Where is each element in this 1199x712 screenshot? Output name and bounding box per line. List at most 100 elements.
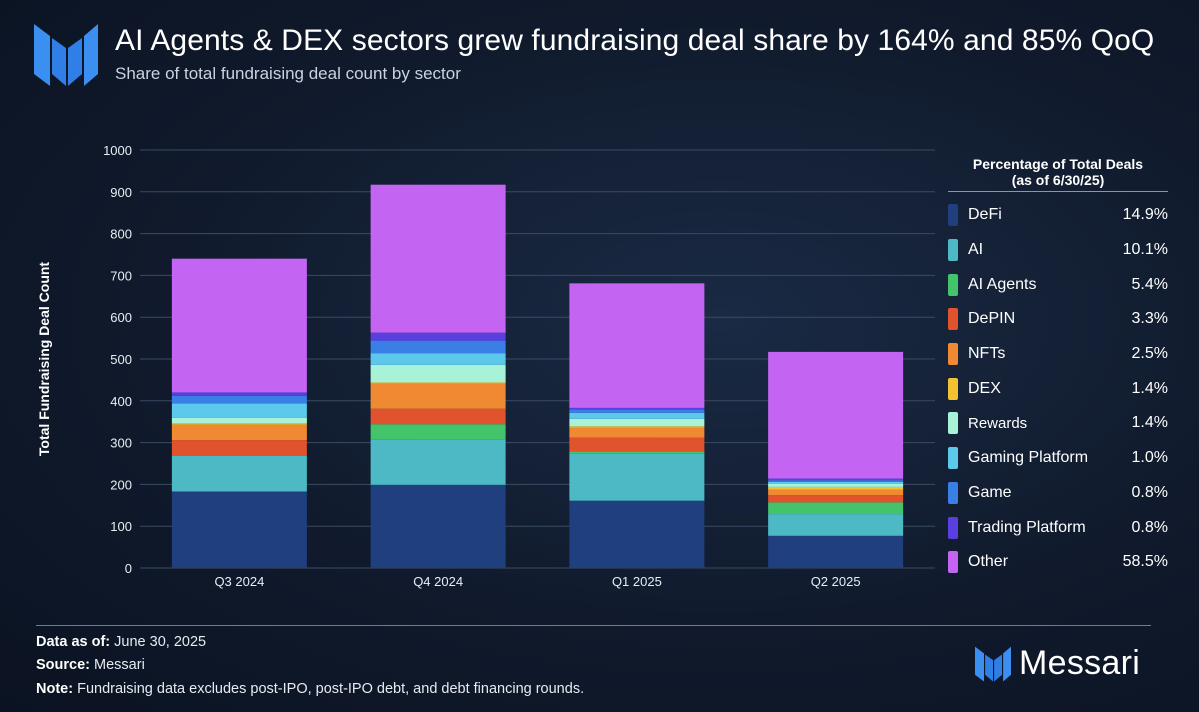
bar-segment-defi bbox=[370, 484, 506, 568]
legend-item-pct: 1.0% bbox=[1131, 449, 1168, 467]
bar-segment-dex bbox=[171, 423, 307, 425]
x-tick-label: Q2 2025 bbox=[811, 574, 861, 589]
legend-item-pct: 0.8% bbox=[1131, 518, 1168, 536]
legend-item-pct: 58.5% bbox=[1122, 553, 1168, 571]
legend-item: DeFi 14.9% bbox=[948, 198, 1168, 233]
legend-swatch bbox=[948, 308, 958, 331]
bar-segment-nfts bbox=[569, 427, 705, 438]
footer-source-label: Source: bbox=[36, 657, 90, 673]
legend-items: DeFi 14.9% AI 10.1% AI Agents 5.4% DePIN 3.3% NF… bbox=[948, 198, 1168, 580]
y-tick-label: 400 bbox=[110, 394, 132, 409]
bar-segment-trading-platform bbox=[171, 392, 307, 396]
bar-segment-gaming-platform bbox=[768, 481, 904, 484]
legend-swatch bbox=[948, 204, 958, 227]
y-tick-label: 300 bbox=[110, 436, 132, 451]
bar-segment-depin bbox=[768, 495, 904, 503]
legend-item-name: DEX bbox=[968, 379, 1001, 397]
bar-segment-ai bbox=[171, 455, 307, 492]
bar-segment-dex bbox=[370, 382, 506, 384]
bar-segment-other bbox=[370, 184, 506, 333]
bar-segment-dex bbox=[569, 426, 705, 428]
legend-item-pct: 1.4% bbox=[1131, 414, 1168, 432]
legend-item: AI Agents 5.4% bbox=[948, 267, 1168, 302]
bar-segment-other bbox=[171, 258, 307, 393]
legend-item: Other 58.5% bbox=[948, 545, 1168, 580]
legend-item-name: NFTs bbox=[968, 345, 1006, 363]
legend-header: Percentage of Total Deals (as of 6/30/25… bbox=[948, 156, 1168, 192]
bar-segment-rewards bbox=[171, 417, 307, 424]
legend-item: Trading Platform 0.8% bbox=[948, 510, 1168, 545]
legend-item-name: DePIN bbox=[968, 310, 1016, 328]
bar-segment-depin bbox=[370, 408, 506, 425]
legend-item-name: Trading Platform bbox=[968, 518, 1086, 536]
bar-segment-defi bbox=[171, 491, 307, 568]
y-tick-label: 0 bbox=[125, 561, 132, 576]
bar-segment-depin bbox=[171, 440, 307, 456]
page-subtitle: Share of total fundraising deal count by… bbox=[115, 64, 461, 83]
legend-item-name: AI bbox=[968, 241, 984, 259]
bar-segment-game bbox=[569, 409, 705, 413]
footer-note-value: Fundraising data excludes post-IPO, post… bbox=[77, 681, 585, 697]
legend-item-pct: 5.4% bbox=[1131, 275, 1168, 293]
legend-item: Gaming Platform 1.0% bbox=[948, 441, 1168, 476]
bar-segment-defi bbox=[768, 535, 904, 568]
legend-item: Game 0.8% bbox=[948, 476, 1168, 511]
bar-segment-nfts bbox=[171, 424, 307, 441]
bar-segment-ai bbox=[569, 453, 705, 501]
bar-segment-depin bbox=[569, 437, 705, 452]
footer-note-label: Note: bbox=[36, 681, 74, 697]
bar-segment-trading-platform bbox=[768, 478, 904, 481]
y-axis-label: Total Fundraising Deal Count bbox=[36, 262, 52, 457]
bar-segment-nfts bbox=[370, 383, 506, 409]
bar-segment-other bbox=[768, 351, 904, 479]
y-tick-label: 100 bbox=[110, 519, 132, 534]
legend-item-pct: 14.9% bbox=[1122, 206, 1168, 224]
legend-swatch bbox=[948, 551, 958, 574]
bar-segment-trading-platform bbox=[569, 407, 705, 410]
page-title: AI Agents & DEX sectors grew fundraising… bbox=[115, 24, 1155, 57]
footer-data-label: Data as of: bbox=[36, 634, 111, 650]
legend-item-pct: 3.3% bbox=[1131, 310, 1168, 328]
legend-item-pct: 1.4% bbox=[1131, 379, 1168, 397]
legend-item: AI 10.1% bbox=[948, 233, 1168, 268]
bar-segment-ai-agents bbox=[569, 451, 705, 454]
legend-item: DePIN 3.3% bbox=[948, 302, 1168, 337]
bar-segment-gaming-platform bbox=[569, 412, 705, 419]
footer-source-value: Messari bbox=[94, 657, 145, 673]
bar-segment-nfts bbox=[768, 489, 904, 496]
x-tick-label: Q1 2025 bbox=[612, 574, 662, 589]
legend-swatch bbox=[948, 447, 958, 470]
bar-segment-other bbox=[569, 283, 705, 408]
bar-segment-ai-agents bbox=[370, 424, 506, 440]
legend-item-pct: 2.5% bbox=[1131, 345, 1168, 363]
legend-item-name: AI Agents bbox=[968, 275, 1037, 293]
legend-swatch bbox=[948, 239, 958, 262]
bar-segment-gaming-platform bbox=[171, 403, 307, 418]
bar-segment-defi bbox=[569, 500, 705, 568]
legend-item: DEX 1.4% bbox=[948, 371, 1168, 406]
legend-header-date: (as of 6/30/25) bbox=[1011, 172, 1105, 188]
bar-segment-game bbox=[370, 340, 506, 354]
x-tick-label: Q4 2024 bbox=[413, 574, 463, 589]
legend-item: Rewards 1.4% bbox=[948, 406, 1168, 441]
legend-item-name: Other bbox=[968, 553, 1009, 571]
legend-item-name: Game bbox=[968, 483, 1012, 501]
messari-logo-icon bbox=[34, 24, 98, 86]
bar-segment-rewards bbox=[768, 483, 904, 487]
bar-segment-ai bbox=[370, 439, 506, 485]
footer-source: Source: Messari bbox=[36, 657, 145, 673]
footer-data-as-of: Data as of: June 30, 2025 bbox=[36, 634, 206, 650]
footer-data-value: June 30, 2025 bbox=[114, 634, 207, 650]
bar-segment-ai-agents bbox=[768, 502, 904, 515]
legend-swatch bbox=[948, 273, 958, 296]
legend-swatch bbox=[948, 516, 958, 539]
legend-item-pct: 10.1% bbox=[1122, 241, 1168, 259]
bar-segment-game bbox=[171, 395, 307, 404]
legend-swatch bbox=[948, 377, 958, 400]
bar-segment-rewards bbox=[569, 418, 705, 427]
bar-segment-ai bbox=[768, 514, 904, 536]
legend-item-name: DeFi bbox=[968, 206, 1002, 224]
bar-segment-game bbox=[768, 480, 904, 482]
messari-brand-icon bbox=[975, 646, 1011, 681]
brand-logo: Messari bbox=[975, 644, 1140, 683]
